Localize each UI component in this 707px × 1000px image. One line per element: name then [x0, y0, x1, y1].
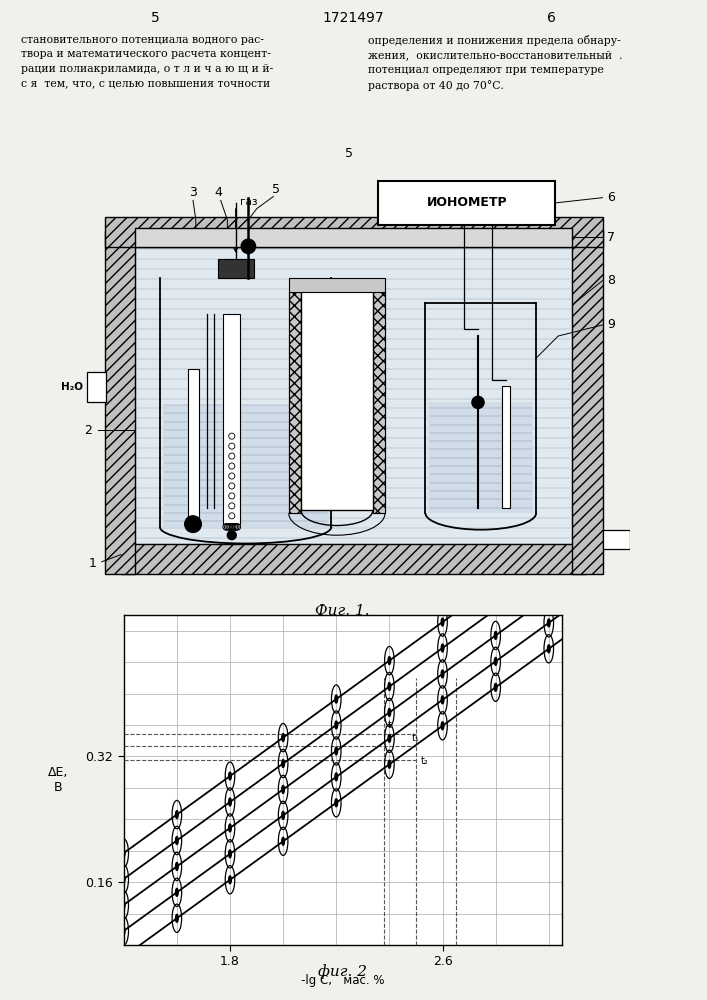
Text: Н₂О: Н₂О	[62, 382, 83, 392]
Text: ИОНОМЕТР: ИОНОМЕТР	[426, 196, 507, 209]
Text: 6: 6	[607, 191, 615, 204]
Circle shape	[388, 709, 391, 716]
Circle shape	[494, 683, 497, 691]
Circle shape	[228, 876, 231, 884]
Circle shape	[494, 657, 497, 665]
Circle shape	[228, 798, 231, 806]
Circle shape	[228, 772, 231, 780]
Circle shape	[547, 619, 550, 627]
Text: 4: 4	[214, 186, 222, 199]
Circle shape	[175, 888, 178, 896]
Circle shape	[335, 695, 337, 703]
Text: 9: 9	[607, 318, 615, 331]
Text: 5: 5	[344, 147, 353, 160]
Circle shape	[185, 516, 201, 532]
Bar	[223, 314, 240, 524]
Bar	[428, 402, 533, 513]
Bar	[121, 544, 586, 574]
Circle shape	[122, 849, 125, 857]
Circle shape	[441, 618, 444, 626]
Circle shape	[122, 901, 125, 909]
Circle shape	[175, 862, 178, 870]
Text: t₂: t₂	[421, 756, 429, 766]
Circle shape	[282, 760, 284, 767]
Bar	[602, 530, 630, 549]
Circle shape	[175, 837, 178, 844]
Text: 6: 6	[547, 10, 556, 24]
Circle shape	[175, 811, 178, 818]
Circle shape	[441, 644, 444, 652]
Text: 8: 8	[607, 274, 615, 287]
Circle shape	[282, 786, 284, 793]
Text: газ: газ	[240, 197, 257, 207]
Bar	[288, 292, 301, 513]
Bar	[187, 369, 199, 524]
Text: определения и понижения предела обнару-
жения,  окислительно-восстановительный  : определения и понижения предела обнару- …	[368, 35, 622, 91]
Bar	[288, 278, 385, 292]
Text: 7: 7	[607, 231, 615, 244]
Bar	[163, 405, 329, 527]
Circle shape	[228, 531, 236, 540]
Circle shape	[335, 773, 337, 781]
Circle shape	[241, 239, 255, 254]
Circle shape	[335, 799, 337, 807]
Bar	[87, 372, 106, 402]
Bar	[502, 386, 510, 508]
Circle shape	[335, 747, 337, 755]
Text: 5: 5	[151, 10, 160, 24]
Circle shape	[175, 914, 178, 922]
Bar	[105, 231, 135, 574]
Circle shape	[494, 632, 497, 639]
X-axis label: -lg C,   мас. %: -lg C, мас. %	[301, 974, 385, 987]
Circle shape	[282, 734, 284, 742]
Circle shape	[388, 683, 391, 690]
Text: 1721497: 1721497	[322, 10, 385, 24]
Circle shape	[282, 811, 284, 819]
Circle shape	[441, 696, 444, 704]
Bar	[218, 259, 254, 278]
Text: t₁: t₁	[412, 733, 420, 743]
Circle shape	[441, 722, 444, 730]
Text: 3: 3	[189, 186, 197, 199]
Text: t: t	[387, 720, 391, 730]
Text: фиг. 2: фиг. 2	[318, 965, 368, 979]
Circle shape	[441, 670, 444, 678]
Text: становительного потенциала водного рас-
твора и математического расчета концент-: становительного потенциала водного рас- …	[21, 35, 274, 88]
Bar	[135, 247, 572, 544]
Circle shape	[388, 760, 391, 768]
Text: 5: 5	[272, 183, 280, 196]
Circle shape	[282, 837, 284, 845]
Text: 2: 2	[84, 424, 92, 437]
Bar	[301, 289, 373, 510]
Bar	[572, 231, 602, 574]
Circle shape	[388, 734, 391, 742]
Circle shape	[472, 396, 484, 408]
Bar	[135, 228, 572, 247]
FancyBboxPatch shape	[378, 181, 556, 225]
Circle shape	[228, 824, 231, 832]
Circle shape	[122, 875, 125, 883]
Circle shape	[388, 657, 391, 665]
Text: Фиг. 1.: Фиг. 1.	[315, 604, 370, 618]
Bar	[373, 292, 385, 513]
Circle shape	[228, 850, 231, 858]
Y-axis label: ΔЕ,
В: ΔЕ, В	[47, 766, 68, 794]
Circle shape	[335, 721, 337, 729]
Circle shape	[547, 645, 550, 653]
Bar	[105, 217, 602, 247]
Circle shape	[122, 927, 125, 935]
Text: 1: 1	[88, 557, 96, 570]
Bar	[288, 292, 301, 513]
Bar	[373, 292, 385, 513]
